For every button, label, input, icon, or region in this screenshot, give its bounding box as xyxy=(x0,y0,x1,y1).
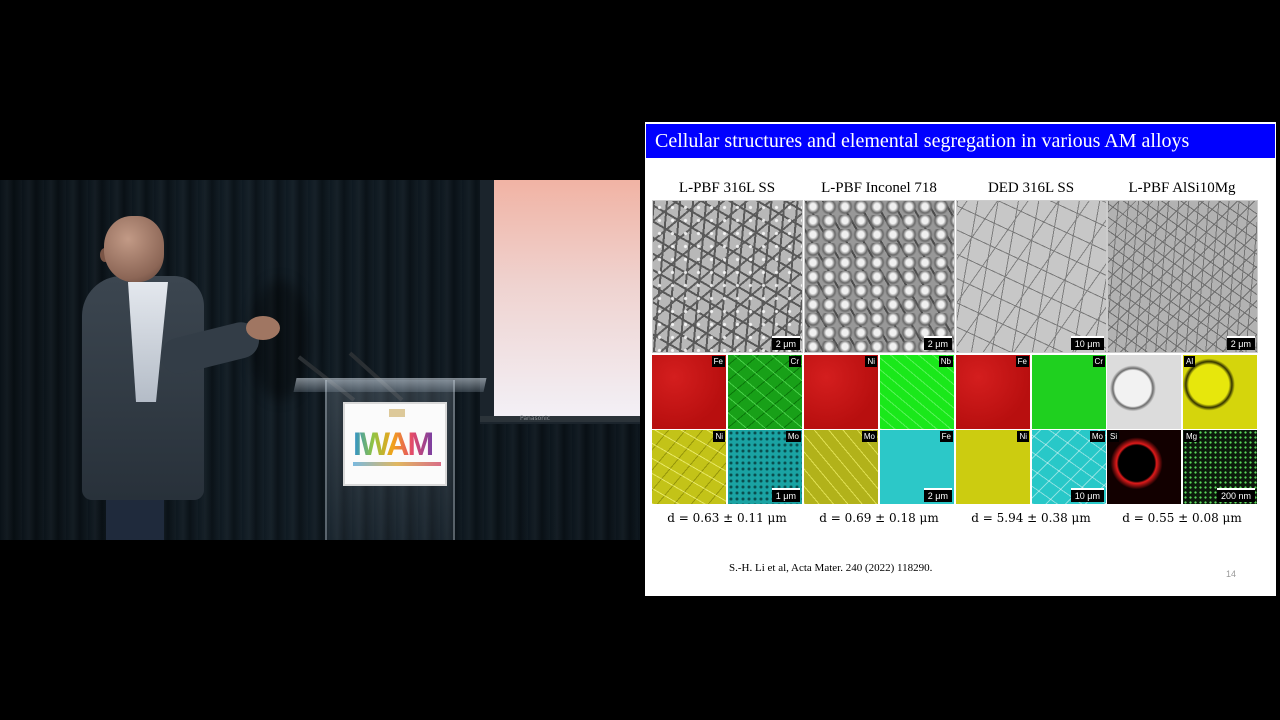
scale-bar: 10 μm xyxy=(1070,336,1104,350)
eds-map: Nb xyxy=(880,355,954,429)
eds-map: Al xyxy=(1183,355,1257,429)
tem-image xyxy=(1107,355,1181,429)
eds-map: Ni xyxy=(804,355,878,429)
eds-map: Cr xyxy=(728,355,802,429)
eds-map: Ni xyxy=(956,430,1030,504)
scale-bar: 10 μm xyxy=(1070,488,1104,502)
scale-bar: 2 μm xyxy=(1226,336,1255,350)
cell-size-value-1: d = 0.63 ± 0.11 μm xyxy=(667,511,787,525)
speaker-legs xyxy=(106,498,164,540)
slide-reference: S.-H. Li et al, Acta Mater. 240 (2022) 1… xyxy=(729,562,933,574)
slide-title: Cellular structures and elemental segreg… xyxy=(655,130,1190,152)
scale-bar: 2 μm xyxy=(771,336,800,350)
eds-map: Fe xyxy=(956,355,1030,429)
column-header-3: DED 316L SS xyxy=(987,180,1075,196)
eds-map: Mo 10 μm xyxy=(1032,430,1106,504)
eds-map: Cr xyxy=(1032,355,1106,429)
projection-screen-base xyxy=(480,416,640,422)
column-header-1: L-PBF 316L SS xyxy=(678,180,776,196)
sem-image-alsi10mg: 2 μm xyxy=(1107,200,1258,353)
eds-map: Fe 2 μm xyxy=(880,430,954,504)
screen-brand-label: Panasonic xyxy=(520,415,551,422)
conference-video-feed: Panasonic IWAM xyxy=(0,180,640,540)
eds-map: Mg 200 nm xyxy=(1183,430,1257,504)
column-header-2: L-PBF Inconel 718 xyxy=(821,180,937,196)
podium-sign: IWAM xyxy=(343,402,447,486)
projection-screen xyxy=(494,180,640,416)
cell-size-value-4: d = 0.55 ± 0.08 μm xyxy=(1122,511,1242,525)
sem-image-316l-ded: 10 μm xyxy=(956,200,1107,353)
scale-bar: 2 μm xyxy=(923,488,952,502)
eds-map: Mo 1 μm xyxy=(728,430,802,504)
scale-bar: 200 nm xyxy=(1216,488,1255,502)
eds-map: Fe xyxy=(652,355,726,429)
cell-size-value-3: d = 5.94 ± 0.38 μm xyxy=(971,511,1091,525)
slide-title-bar: Cellular structures and elemental segreg… xyxy=(646,124,1275,158)
column-header-4: L-PBF AlSi10Mg xyxy=(1128,180,1236,196)
eds-map: Ni xyxy=(652,430,726,504)
scale-bar: 2 μm xyxy=(923,336,952,350)
cell-size-value-2: d = 0.69 ± 0.18 μm xyxy=(819,511,939,525)
eds-map: Mo xyxy=(804,430,878,504)
slide-page-number: 14 xyxy=(1226,569,1237,579)
podium-sign-logo: IWAM xyxy=(353,426,434,462)
scale-bar: 1 μm xyxy=(771,488,800,502)
speaker-hand xyxy=(246,316,280,340)
sem-image-inconel-718: 2 μm xyxy=(804,200,955,353)
sem-image-316l-lpbf: 2 μm xyxy=(652,200,803,353)
podium-sign-subtitle-bar xyxy=(353,462,441,466)
podium-sign-emblem xyxy=(389,409,405,417)
presentation-slide: Cellular structures and elemental segreg… xyxy=(645,122,1276,596)
speaker-head xyxy=(104,216,164,282)
eds-map: Si xyxy=(1107,430,1181,504)
